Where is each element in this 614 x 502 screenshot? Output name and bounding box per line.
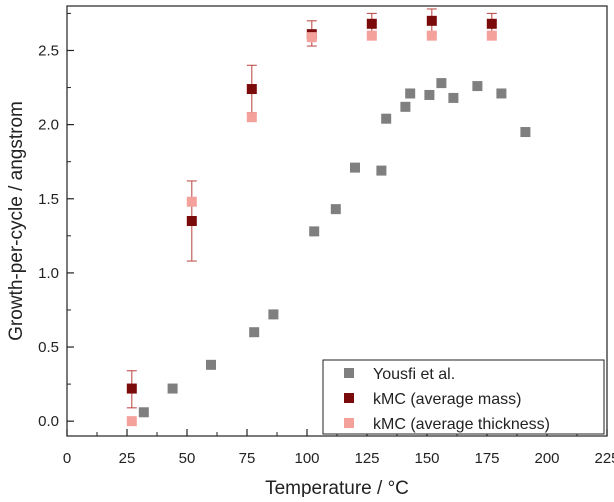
data-point-series-0 xyxy=(381,113,392,124)
data-point-series-2 xyxy=(366,30,377,41)
data-point-series-2 xyxy=(186,196,197,207)
data-point-series-0 xyxy=(330,204,341,215)
x-tick-label: 100 xyxy=(294,450,319,467)
legend-swatch-kmc-mass xyxy=(344,393,354,403)
y-tick-label: 2.5 xyxy=(38,42,59,59)
x-tick-label: 0 xyxy=(63,450,71,467)
data-point-series-0 xyxy=(268,309,279,320)
y-tick-label: 0.0 xyxy=(38,413,59,430)
data-point-series-0 xyxy=(496,88,507,99)
data-point-series-0 xyxy=(350,162,360,173)
data-point-series-0 xyxy=(249,327,260,338)
x-tick-label: 200 xyxy=(534,450,559,467)
data-point-series-2 xyxy=(486,30,497,41)
y-tick-label: 1.0 xyxy=(38,265,59,282)
data-point-series-0 xyxy=(436,78,447,89)
legend-label-yousfi: Yousfi et al. xyxy=(373,366,455,383)
x-tick-label: 50 xyxy=(179,450,196,467)
data-point-series-0 xyxy=(138,407,149,418)
legend-box xyxy=(322,359,605,435)
data-point-series-1 xyxy=(126,383,137,394)
data-point-series-0 xyxy=(309,226,320,237)
data-point-series-1 xyxy=(186,216,197,226)
data-point-series-0 xyxy=(424,89,435,100)
y-axis-title: Growth-per-cycle / angstrom xyxy=(6,101,27,341)
error-bars xyxy=(126,8,497,409)
data-point-series-2 xyxy=(426,30,437,41)
y-tick-label: 2.0 xyxy=(38,117,59,134)
data-point-series-2 xyxy=(306,32,317,43)
data-point-series-0 xyxy=(206,359,216,370)
data-point-series-2 xyxy=(246,112,257,123)
data-point-series-0 xyxy=(520,127,531,138)
legend: Yousfi et al. kMC (average mass) kMC (av… xyxy=(322,359,605,435)
y-tick-label: 1.5 xyxy=(38,191,59,208)
legend-label-kmc-thickness: kMC (average thickness) xyxy=(373,416,550,433)
data-point-series-0 xyxy=(167,383,178,394)
axis-tick-labels: 0 25 50 75 100 125 150 175 200 225 0.0 0.5 1.0 1.5 2.0… xyxy=(38,42,614,467)
data-point-series-0 xyxy=(448,92,459,103)
data-point-series-0 xyxy=(376,165,387,176)
data-point-series-0 xyxy=(472,81,483,92)
data-point-series-1 xyxy=(486,18,497,29)
data-points xyxy=(126,15,531,427)
x-tick-label: 225 xyxy=(594,450,614,467)
data-point-series-0 xyxy=(400,101,411,112)
legend-label-kmc-mass: kMC (average mass) xyxy=(373,391,521,408)
x-tick-label: 175 xyxy=(474,450,499,467)
data-point-series-0 xyxy=(405,88,416,99)
x-axis-title: Temperature / °C xyxy=(265,478,409,497)
legend-swatch-yousfi xyxy=(344,368,354,378)
x-tick-label: 125 xyxy=(354,450,379,467)
y-tick-label: 0.5 xyxy=(38,339,59,356)
x-tick-label: 150 xyxy=(414,450,439,467)
data-point-series-1 xyxy=(426,15,437,26)
data-point-series-2 xyxy=(126,416,137,427)
data-point-series-1 xyxy=(246,84,257,95)
data-point-series-1 xyxy=(366,18,377,29)
x-tick-label: 75 xyxy=(239,450,256,467)
x-tick-label: 25 xyxy=(119,450,136,467)
legend-swatch-kmc-thickness xyxy=(344,418,354,428)
